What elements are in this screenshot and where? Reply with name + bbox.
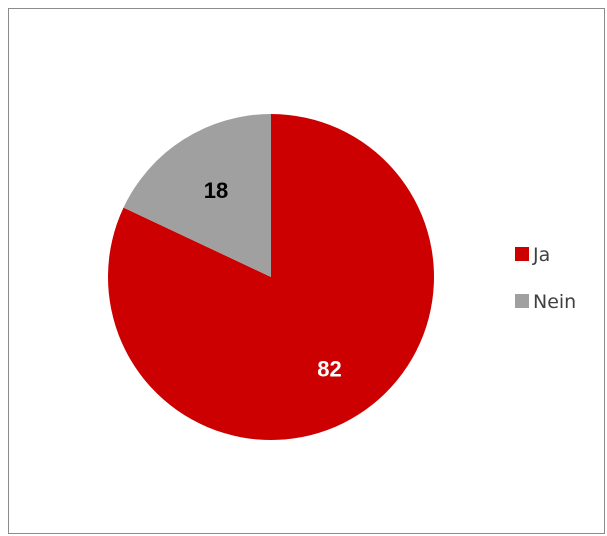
pie-data-labels: 82 18 (204, 178, 342, 382)
pie-slice-nein (123, 113, 272, 277)
legend-swatch-nein (515, 294, 529, 308)
legend: Ja Nein (515, 244, 576, 313)
legend-label-nein: Nein (533, 291, 576, 313)
pie-slices (108, 113, 435, 440)
data-label-ja: 82 (317, 357, 341, 382)
legend-label-ja: Ja (532, 244, 550, 266)
legend-swatch-ja (515, 247, 529, 261)
data-label-nein: 18 (204, 178, 228, 203)
